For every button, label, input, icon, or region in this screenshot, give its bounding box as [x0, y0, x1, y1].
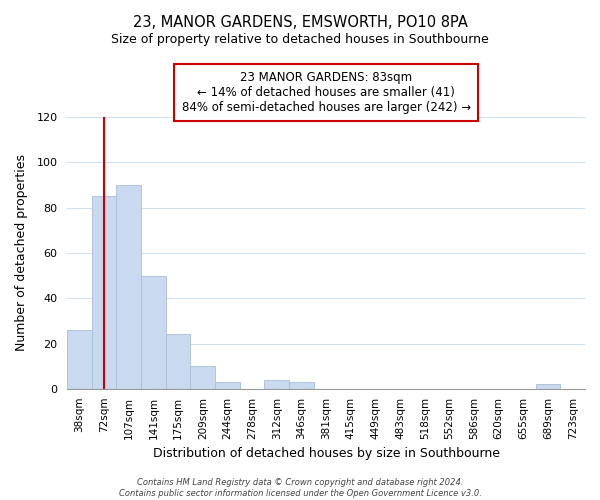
Text: Contains HM Land Registry data © Crown copyright and database right 2024.
Contai: Contains HM Land Registry data © Crown c…	[119, 478, 481, 498]
Y-axis label: Number of detached properties: Number of detached properties	[15, 154, 28, 352]
X-axis label: Distribution of detached houses by size in Southbourne: Distribution of detached houses by size …	[152, 447, 500, 460]
Text: Size of property relative to detached houses in Southbourne: Size of property relative to detached ho…	[111, 32, 489, 46]
Bar	[67, 330, 92, 389]
Bar	[265, 380, 289, 389]
Bar	[92, 196, 116, 389]
Bar	[536, 384, 560, 389]
Bar	[190, 366, 215, 389]
Bar	[215, 382, 240, 389]
Bar	[116, 185, 141, 389]
Bar	[166, 334, 190, 389]
Bar	[141, 276, 166, 389]
Text: 23 MANOR GARDENS: 83sqm
← 14% of detached houses are smaller (41)
84% of semi-de: 23 MANOR GARDENS: 83sqm ← 14% of detache…	[182, 71, 470, 114]
Text: 23, MANOR GARDENS, EMSWORTH, PO10 8PA: 23, MANOR GARDENS, EMSWORTH, PO10 8PA	[133, 15, 467, 30]
Bar	[289, 382, 314, 389]
